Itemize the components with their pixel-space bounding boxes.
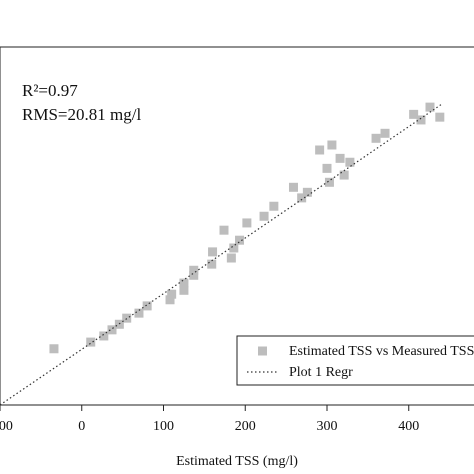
point (435, 112, 445, 122)
point (371, 133, 381, 143)
point (165, 295, 175, 305)
point (86, 337, 96, 347)
point (345, 157, 355, 167)
point (207, 259, 217, 269)
point (189, 270, 199, 280)
x-axis-label: Estimated TSS (mg/l) (176, 454, 298, 469)
point (226, 253, 236, 263)
x-tick-label: -100 (0, 419, 13, 434)
point (107, 325, 117, 335)
point (49, 344, 59, 354)
legend-swatch (258, 346, 267, 356)
point (380, 128, 390, 138)
point (322, 163, 332, 173)
point (259, 211, 269, 221)
point (189, 265, 199, 275)
point (269, 201, 279, 211)
annotation: R²=0.97 (22, 81, 78, 100)
point (229, 243, 239, 253)
point (219, 225, 229, 235)
point (134, 308, 144, 318)
x-tick-label: 100 (153, 419, 174, 434)
point (142, 301, 152, 311)
x-tick-label: 400 (398, 419, 419, 434)
point (179, 278, 189, 288)
point (339, 170, 349, 180)
annotation: RMS=20.81 mg/l (22, 105, 141, 124)
point (409, 109, 419, 119)
point (288, 182, 298, 192)
point (235, 235, 245, 245)
x-tick-label: 200 (235, 419, 256, 434)
plot-frame (0, 46, 474, 406)
point (297, 193, 307, 203)
point (416, 115, 426, 125)
legend-label: Estimated TSS vs Measured TSS (289, 344, 474, 359)
point (302, 187, 312, 197)
point (327, 140, 337, 150)
legend-label: Plot 1 Regr (289, 365, 353, 380)
point (324, 177, 334, 187)
point (208, 247, 218, 257)
point (425, 102, 435, 112)
point (167, 289, 177, 299)
x-tick-label: 300 (316, 419, 337, 434)
point (242, 218, 252, 228)
point (335, 153, 345, 163)
point (315, 145, 325, 155)
point (99, 331, 109, 341)
point (122, 313, 132, 323)
legend-box (236, 335, 474, 386)
x-tick-label: 0 (78, 419, 85, 434)
point (179, 285, 189, 295)
regression-line (0, 103, 442, 406)
